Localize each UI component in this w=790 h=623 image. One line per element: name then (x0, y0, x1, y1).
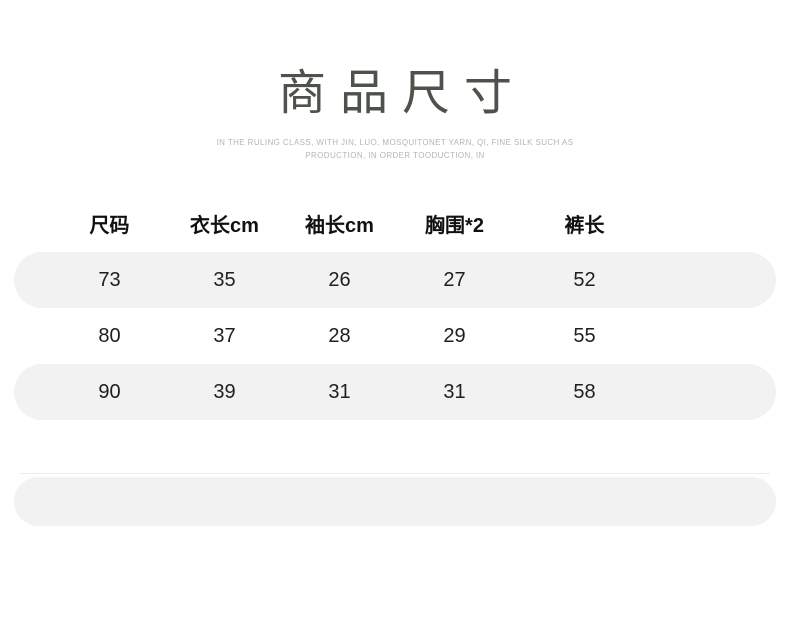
section-divider (20, 473, 770, 474)
column-header-clothing-length: 衣长cm (190, 214, 259, 237)
table-row-size-73: 73 35 26 27 52 (14, 252, 776, 308)
size-table: 尺码 衣长cm 袖长cm 胸围*2 裤长 73 35 26 27 52 80 3… (14, 200, 776, 420)
subtitle-line-1: IN THE RULING CLASS, WITH JIN, LUO, MOSQ… (216, 138, 574, 147)
table-cell: 39 (213, 380, 236, 403)
table-cell: 80 (98, 324, 121, 347)
column-header-chest-x2: 胸围*2 (425, 214, 484, 237)
table-cell: 55 (573, 324, 596, 347)
table-cell: 31 (328, 380, 351, 403)
table-cell: 52 (573, 268, 596, 291)
table-cell: 26 (328, 268, 351, 291)
table-header-row: 尺码 衣长cm 袖长cm 胸围*2 裤长 (14, 200, 776, 246)
table-row-size-90: 90 39 31 31 58 (14, 364, 776, 420)
table-cell: 27 (443, 268, 466, 291)
subtitle-line-2: PRODUCTION, IN ORDER TOODUCTION, IN (305, 151, 485, 160)
column-header-sleeve-length: 袖长cm (305, 214, 374, 237)
table-cell: 35 (213, 268, 236, 291)
subtitle: IN THE RULING CLASS, WITH JIN, LUO, MOSQ… (0, 136, 790, 162)
table-cell: 58 (573, 380, 596, 403)
table-row-size-80: 80 37 28 29 55 (14, 308, 776, 364)
column-header-pants-length: 裤长 (564, 214, 605, 237)
column-header-size-code: 尺码 (89, 214, 130, 237)
table-cell: 28 (328, 324, 351, 347)
table-cell: 29 (443, 324, 466, 347)
table-cell: 37 (213, 324, 236, 347)
decorative-empty-row-pill (14, 477, 776, 526)
page-title: 商品尺寸 (277, 67, 526, 120)
table-cell: 90 (98, 380, 121, 403)
table-cell: 31 (443, 380, 466, 403)
table-cell: 73 (98, 268, 121, 291)
